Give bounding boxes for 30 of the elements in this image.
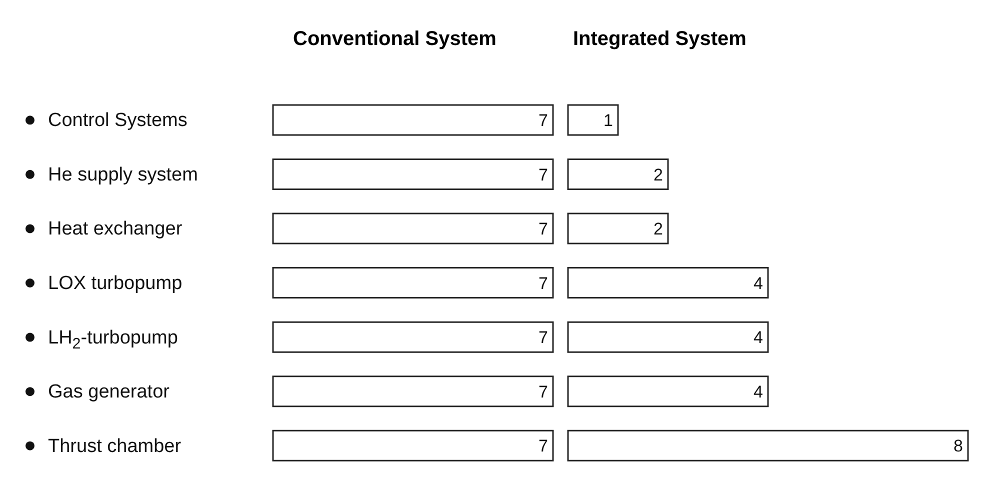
data-label: 7 [538, 436, 548, 456]
data-label: 7 [538, 328, 548, 348]
bar [567, 104, 619, 136]
y-tick-label: He supply system [48, 164, 198, 186]
data-label: 4 [754, 328, 763, 348]
y-tick-label: LOX turbopump [48, 273, 182, 294]
y-tick-label: Control Systems [48, 110, 188, 132]
data-label: 4 [754, 274, 763, 293]
data-label: 1 [604, 110, 613, 130]
chart-title: Integrated System [572, 28, 748, 52]
bar [567, 212, 669, 244]
data-label: 7 [538, 110, 548, 130]
y-tick-label: LH$_{2}$-turbopump [48, 327, 178, 352]
data-label: 8 [954, 436, 963, 456]
data-label: 7 [538, 165, 548, 184]
bar [567, 430, 969, 462]
bar [567, 321, 769, 353]
y-tick-label: Heat exchanger [48, 218, 183, 240]
data-label: 4 [754, 382, 763, 402]
data-label: 7 [538, 274, 548, 293]
bar [567, 267, 769, 299]
data-label: 2 [654, 220, 663, 239]
chart-title: Conventional System [292, 28, 498, 52]
y-tick-label: Thrust chamber [48, 436, 182, 457]
y-tick-label: Gas generator [48, 382, 170, 403]
data-label: 2 [654, 165, 663, 184]
bar [567, 158, 669, 190]
bar [567, 376, 769, 408]
data-label: 7 [538, 220, 548, 239]
data-label: 7 [538, 382, 548, 402]
